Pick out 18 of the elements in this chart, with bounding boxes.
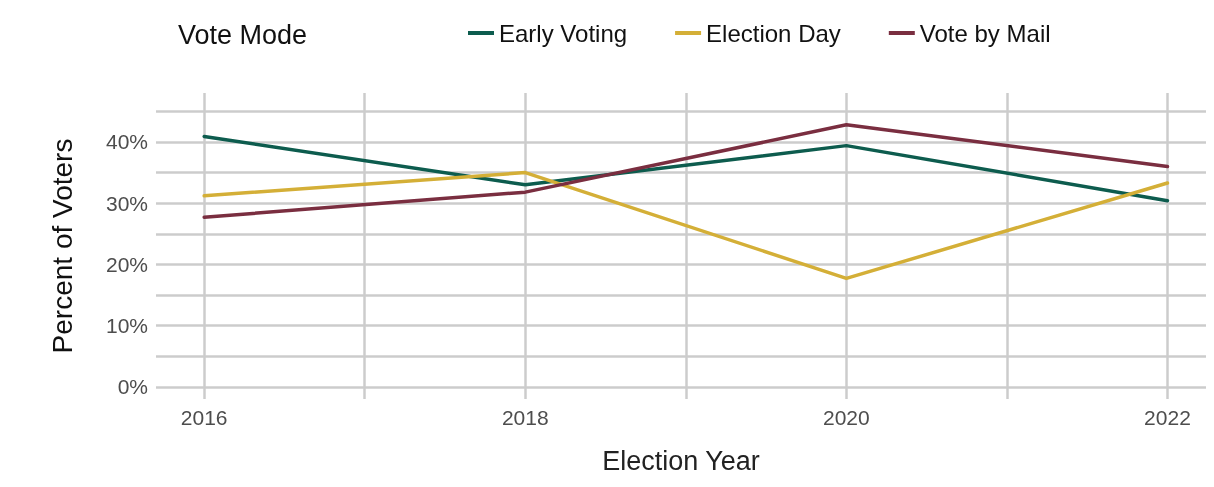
x-tick-label: 2020 xyxy=(823,406,870,429)
x-tick-label: 2022 xyxy=(1144,406,1191,429)
line-series xyxy=(202,134,1170,203)
x-tick-label: 2016 xyxy=(180,406,228,429)
x-tick-label: 2018 xyxy=(501,406,549,429)
y-tick-label: 10% xyxy=(105,314,148,338)
y-tick-label: 20% xyxy=(105,252,148,276)
y-tick-label: 30% xyxy=(105,191,148,215)
legend-label: Vote by Mail xyxy=(919,19,1051,47)
y-tick-label: 0% xyxy=(117,375,148,399)
x-axis-title: Election Year xyxy=(602,445,760,476)
line-series xyxy=(202,170,1170,281)
legend-label: Election Day xyxy=(706,19,841,47)
legend-label: Early Voting xyxy=(499,19,628,47)
y-axis-title: Percent of Voters xyxy=(46,138,78,354)
line-series xyxy=(202,123,1170,219)
y-tick-label: 40% xyxy=(105,130,148,154)
legend-title: Vote Mode xyxy=(178,19,308,50)
